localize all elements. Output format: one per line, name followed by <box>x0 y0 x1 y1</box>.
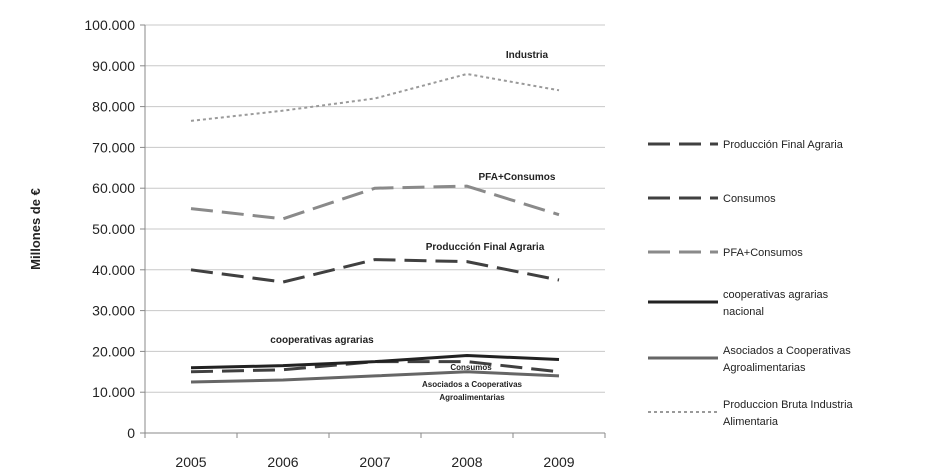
y-axis-label: Millones de € <box>28 188 43 270</box>
y-tick-label: 100.000 <box>84 17 135 33</box>
legend-label-asoc: Asociados a Cooperativas <box>723 345 851 357</box>
annotation-pfa_consumos: PFA+Consumos <box>479 172 556 183</box>
legend-label-ind: Alimentaria <box>723 416 779 428</box>
y-tick-label: 60.000 <box>92 180 135 196</box>
y-tick-label: 90.000 <box>92 58 135 74</box>
legend-label-coop: nacional <box>723 306 764 318</box>
series-line-coop <box>190 353 560 370</box>
y-axis-ticks: 0 10.000 20.000 30.000 40.000 50.000 60.000 70.… <box>84 17 145 441</box>
legend-label-pfa_consumos: PFA+Consumos <box>723 247 803 259</box>
series-line-pfa <box>190 258 560 284</box>
legend-label-pfa: Producción Final Agraria <box>723 139 844 151</box>
x-tick-label: 2005 <box>175 454 206 470</box>
x-tick-label: 2006 <box>267 454 298 470</box>
annotation-pfa: Producción Final Agraria <box>426 242 545 253</box>
x-axis-ticks: 2005 2006 2007 2008 2009 <box>144 433 606 470</box>
series-line-asoc <box>190 370 560 384</box>
series-lines <box>190 72 560 384</box>
x-tick-label: 2009 <box>543 454 574 470</box>
series-line-pfa_consumos <box>190 184 560 221</box>
legend: Producción Final Agraria Consumos PFA+Cons… <box>648 139 854 428</box>
annotation-coop: cooperativas agrarias <box>270 335 374 346</box>
series-annotations: Producción Final Agraria Consumos PFA+Cons… <box>270 50 556 402</box>
x-tick-label: 2007 <box>359 454 390 470</box>
y-tick-label: 20.000 <box>92 343 135 359</box>
annotation-asoc: Asociados a Cooperativas <box>422 380 523 389</box>
y-tick-label: 50.000 <box>92 221 135 237</box>
y-tick-label: 0 <box>127 425 135 441</box>
annotation-ind: Industria <box>506 50 549 61</box>
annotation-consumos: Consumos <box>450 363 492 372</box>
x-tick-label: 2008 <box>451 454 482 470</box>
y-tick-label: 10.000 <box>92 384 135 400</box>
y-tick-label: 70.000 <box>92 139 135 155</box>
y-tick-label: 80.000 <box>92 99 135 115</box>
annotation-asoc: Agroalimentarias <box>439 393 505 402</box>
legend-label-consumos: Consumos <box>723 193 776 205</box>
y-tick-label: 40.000 <box>92 262 135 278</box>
legend-label-asoc: Agroalimentarias <box>723 362 806 374</box>
series-line-ind <box>190 72 560 122</box>
y-tick-label: 30.000 <box>92 303 135 319</box>
legend-label-coop: cooperativas agrarias <box>723 289 829 301</box>
legend-label-ind: Produccion Bruta Industria <box>723 399 854 411</box>
